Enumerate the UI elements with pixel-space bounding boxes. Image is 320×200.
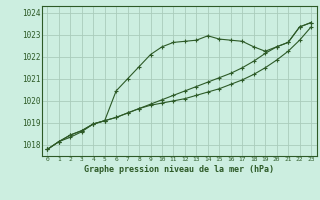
X-axis label: Graphe pression niveau de la mer (hPa): Graphe pression niveau de la mer (hPa) xyxy=(84,165,274,174)
